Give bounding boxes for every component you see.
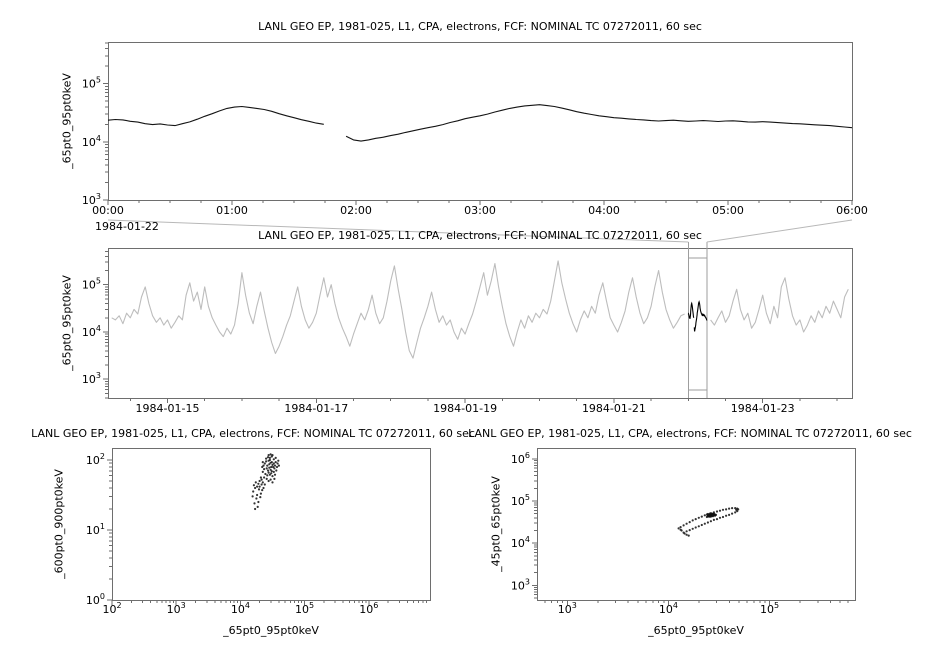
panel-scatter-left: 100 101 102 102 103 104 105 106 [86,448,431,616]
y-axis-label-zoom: _65pt0_95pt0keV [60,73,74,169]
tick-label: 103 [558,601,577,616]
tick-label: 103 [82,192,101,207]
panel-ts-context: 103 104 105 1984-01-15 1984-01-17 1984-01-19 1… [82,248,853,415]
tick-label: 100 [86,592,105,607]
plot-area-ts-zoom[interactable] [108,42,852,200]
tick-label: 104 [231,601,250,616]
data-line-ts-zoom [107,104,853,142]
tick-label: 103 [82,371,101,386]
tick-label: 105 [82,76,101,91]
chart-title-scatter-left: LANL GEO EP, 1981-025, L1, CPA, electron… [31,427,475,440]
tick-label: 105 [295,601,314,616]
scatter-points-scatter-right [677,507,740,537]
panel-ts-zoom: 103 104 105 00:00 01:00 02:00 03:00 04:00 05:00 0… [82,42,868,217]
chart-title-scatter-right: LANL GEO EP, 1981-025, L1, CPA, electron… [468,427,912,440]
chart-title-context: LANL GEO EP, 1981-025, L1, CPA, electron… [258,229,702,242]
y-axis-label-context: _65pt0_95pt0keV [60,275,74,371]
tick-label: 05:00 [712,204,744,217]
x-axis-label-scatter-left: _65pt0_95pt0keV [223,624,319,637]
chart-title-zoom: LANL GEO EP, 1981-025, L1, CPA, electron… [258,20,702,33]
tick-label: 103 [167,601,186,616]
x-axis-label-scatter-right: _65pt0_95pt0keV [648,624,744,637]
tick-label: 106 [511,451,530,466]
y-axis-label-scatter-right: _45pt0_65pt0keV [489,476,503,572]
tick-label: 102 [102,601,121,616]
tick-label: 04:00 [588,204,620,217]
tick-label: 104 [82,134,101,149]
y-axis-label-scatter-left: _600pt0_900pt0keV [52,469,66,579]
plot-area-scatter-left[interactable] [112,448,430,600]
tick-label: 104 [82,324,101,339]
tick-label: 105 [760,601,779,616]
x-axis-context-date: 1984-01-22 [95,220,159,233]
tick-label: 1984-01-21 [582,402,646,415]
tick-label: 104 [659,601,678,616]
tick-label: 102 [86,452,105,467]
plot-frame [537,448,856,601]
tick-label: 103 [511,577,530,592]
tick-label: 00:00 [92,204,124,217]
panel-scatter-right: 103 104 105 106 103 104 105 [511,448,856,616]
tick-label: 02:00 [340,204,372,217]
plot-area-scatter-right[interactable] [537,448,855,600]
plot-area-ts-context[interactable] [108,248,852,398]
tick-label: 105 [511,493,530,508]
tick-label: 101 [86,522,105,537]
data-line-ts-context [111,260,849,359]
tick-label: 1984-01-15 [136,402,200,415]
tick-label: 1984-01-19 [433,402,497,415]
zoom-connector-lines [107,219,853,243]
tick-label: 104 [511,535,530,550]
highlighted-selection-line [687,300,708,332]
tick-label: 01:00 [216,204,248,217]
tick-label: 06:00 [836,204,868,217]
plot-frame [108,248,853,399]
tick-label: 1984-01-23 [731,402,795,415]
tick-label: 105 [82,277,101,292]
scatter-points-scatter-left [251,453,280,511]
tick-label: 1984-01-17 [284,402,348,415]
tick-label: 03:00 [464,204,496,217]
tick-label: 106 [359,601,378,616]
